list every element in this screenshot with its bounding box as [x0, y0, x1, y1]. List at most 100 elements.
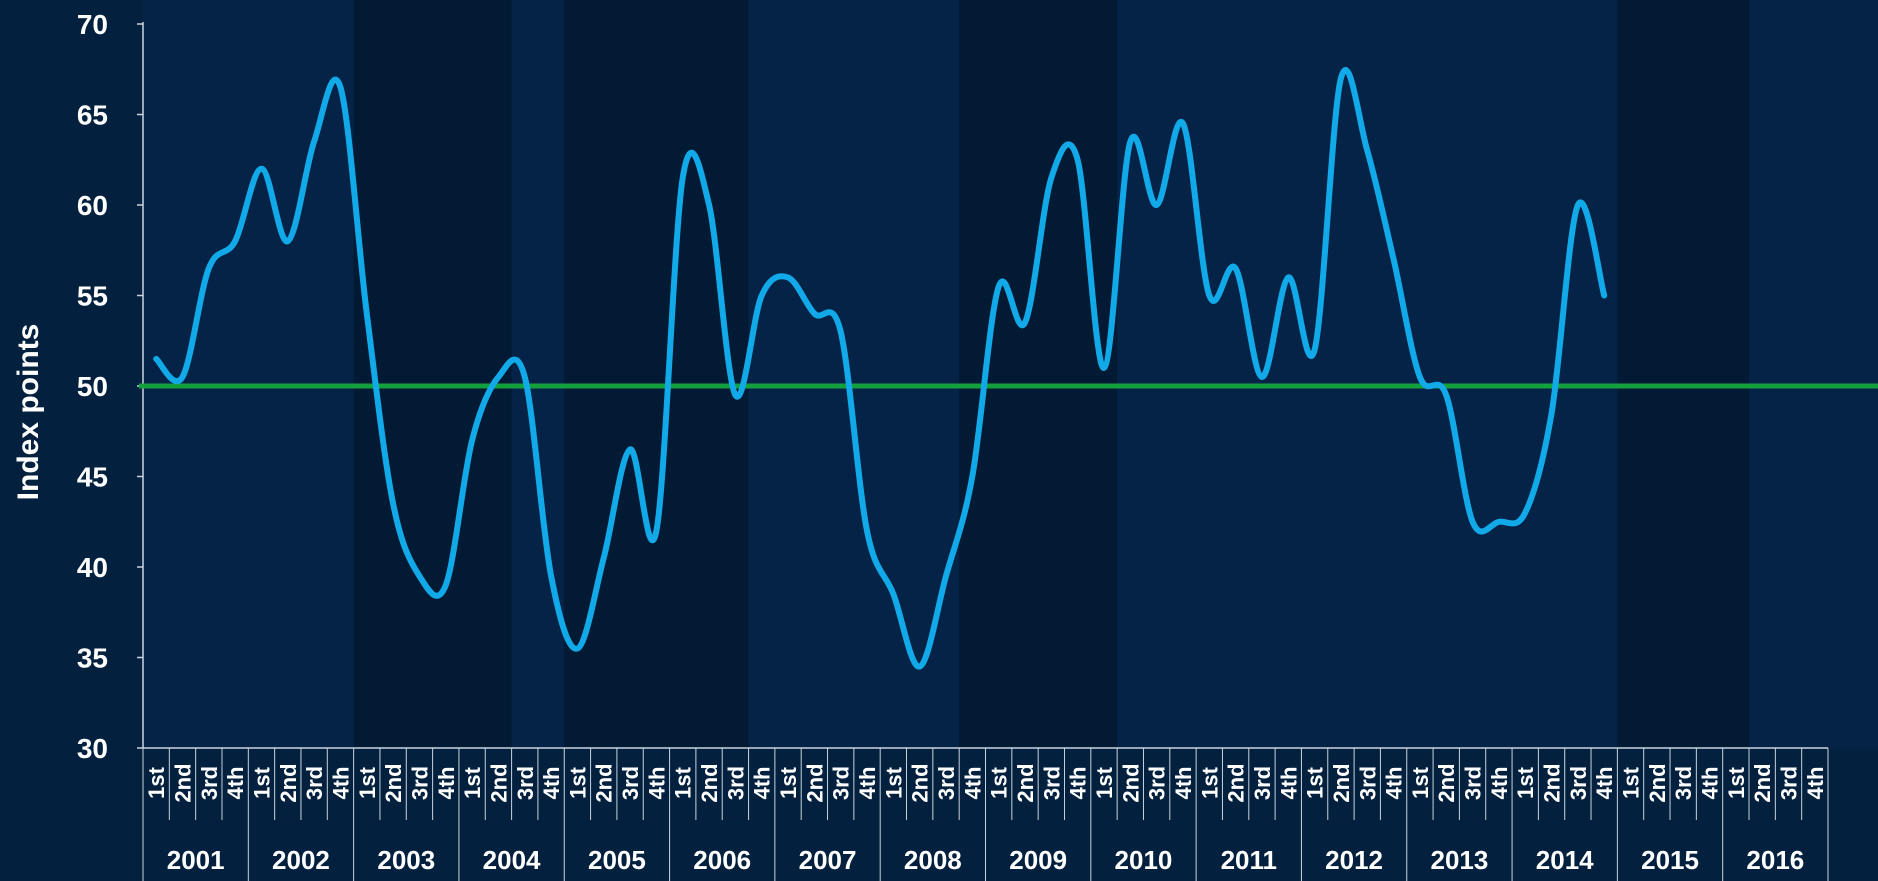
- data-point: [469, 437, 475, 443]
- data-point: [574, 645, 580, 651]
- data-point: [1180, 121, 1186, 127]
- data-point: [1312, 347, 1318, 353]
- quarter-label: 2nd: [802, 763, 827, 802]
- quarter-label: 1st: [1408, 766, 1433, 798]
- year-label: 2006: [693, 845, 751, 875]
- data-point: [785, 274, 791, 280]
- data-point: [864, 528, 870, 534]
- quarter-label: 3rd: [302, 766, 327, 800]
- data-point: [943, 573, 949, 579]
- y-tick-label: 65: [77, 100, 108, 131]
- data-point: [548, 573, 554, 579]
- data-point: [416, 573, 422, 579]
- data-point: [680, 175, 686, 181]
- data-point: [811, 311, 817, 317]
- data-point: [1496, 519, 1502, 525]
- quarter-label: 4th: [1592, 767, 1617, 800]
- data-point: [179, 374, 185, 380]
- data-point: [1443, 392, 1449, 398]
- shaded-band: [1617, 0, 1750, 748]
- year-label: 2005: [588, 845, 646, 875]
- quarter-label: 1st: [881, 766, 906, 798]
- data-point: [890, 591, 896, 597]
- year-label: 2009: [1009, 845, 1067, 875]
- quarter-label: 1st: [776, 766, 801, 798]
- quarter-label: 1st: [1092, 766, 1117, 798]
- data-point: [285, 238, 291, 244]
- year-label: 2002: [272, 845, 330, 875]
- data-point: [627, 446, 633, 452]
- quarter-label: 4th: [1803, 767, 1828, 800]
- quarter-label: 2nd: [1434, 763, 1459, 802]
- quarter-label: 3rd: [1671, 766, 1696, 800]
- data-point: [495, 374, 501, 380]
- quarter-label: 3rd: [513, 766, 538, 800]
- data-point: [390, 501, 396, 507]
- year-label: 2013: [1430, 845, 1488, 875]
- quarter-label: 3rd: [1566, 766, 1591, 800]
- shaded-band: [353, 0, 512, 748]
- data-point: [732, 392, 738, 398]
- data-point: [1048, 175, 1054, 181]
- quarter-label: 4th: [644, 767, 669, 800]
- quarter-label: 3rd: [1461, 766, 1486, 800]
- quarter-label: 1st: [565, 766, 590, 798]
- quarter-label: 4th: [1487, 767, 1512, 800]
- data-point: [1154, 202, 1160, 208]
- quarter-label: 3rd: [1250, 766, 1275, 800]
- year-label: 2010: [1115, 845, 1173, 875]
- data-point: [706, 202, 712, 208]
- data-point: [1522, 510, 1528, 516]
- data-point: [1101, 365, 1107, 371]
- data-point: [838, 329, 844, 335]
- quarter-label: 1st: [249, 766, 274, 798]
- data-point: [653, 528, 659, 534]
- quarter-label: 2nd: [1329, 763, 1354, 802]
- y-tick-label: 70: [77, 9, 108, 40]
- quarter-label: 1st: [460, 766, 485, 798]
- data-point: [601, 555, 607, 561]
- quarter-label: 2nd: [170, 763, 195, 802]
- data-point: [1470, 519, 1476, 525]
- data-point: [1259, 374, 1265, 380]
- quarter-label: 4th: [1382, 767, 1407, 800]
- year-label: 2004: [483, 845, 541, 875]
- data-point: [364, 311, 370, 317]
- x-axis: 1st 2nd 3rd 4th 1st 2nd 3rd 4th 1st 2nd 3rd 4th 1st 2…: [142, 747, 1829, 881]
- quarter-label: 4th: [1066, 767, 1091, 800]
- quarter-label: 1st: [1303, 766, 1328, 798]
- year-label: 2012: [1325, 845, 1383, 875]
- data-point: [917, 664, 923, 670]
- quarter-label: 3rd: [197, 766, 222, 800]
- y-tick-label: 30: [77, 733, 108, 764]
- y-tick-label: 60: [77, 190, 108, 221]
- quarter-label: 2nd: [486, 763, 511, 802]
- data-point: [443, 582, 449, 588]
- quarter-label: 1st: [987, 766, 1012, 798]
- quarter-label: 3rd: [618, 766, 643, 800]
- data-point: [1075, 157, 1081, 163]
- quarter-label: 4th: [539, 767, 564, 800]
- data-point: [522, 374, 528, 380]
- data-point: [232, 238, 238, 244]
- quarter-label: 2nd: [276, 763, 301, 802]
- quarter-label: 4th: [1698, 767, 1723, 800]
- quarter-label: 4th: [1171, 767, 1196, 800]
- data-point: [1601, 293, 1607, 299]
- year-label: 2015: [1641, 845, 1699, 875]
- quarter-label: 1st: [355, 766, 380, 798]
- data-point: [1364, 148, 1370, 154]
- quarter-label: 1st: [144, 766, 169, 798]
- data-point: [337, 84, 343, 90]
- quarter-label: 2nd: [381, 763, 406, 802]
- quarter-label: 2nd: [1118, 763, 1143, 802]
- year-label: 2011: [1221, 845, 1277, 875]
- data-point: [1417, 374, 1423, 380]
- quarter-label: 3rd: [723, 766, 748, 800]
- quarter-label: 2nd: [592, 763, 617, 802]
- quarter-label: 2nd: [1540, 763, 1565, 802]
- quarter-label: 3rd: [1355, 766, 1380, 800]
- year-label: 2001: [167, 845, 225, 875]
- y-tick-label: 40: [77, 552, 108, 583]
- year-label: 2003: [377, 845, 435, 875]
